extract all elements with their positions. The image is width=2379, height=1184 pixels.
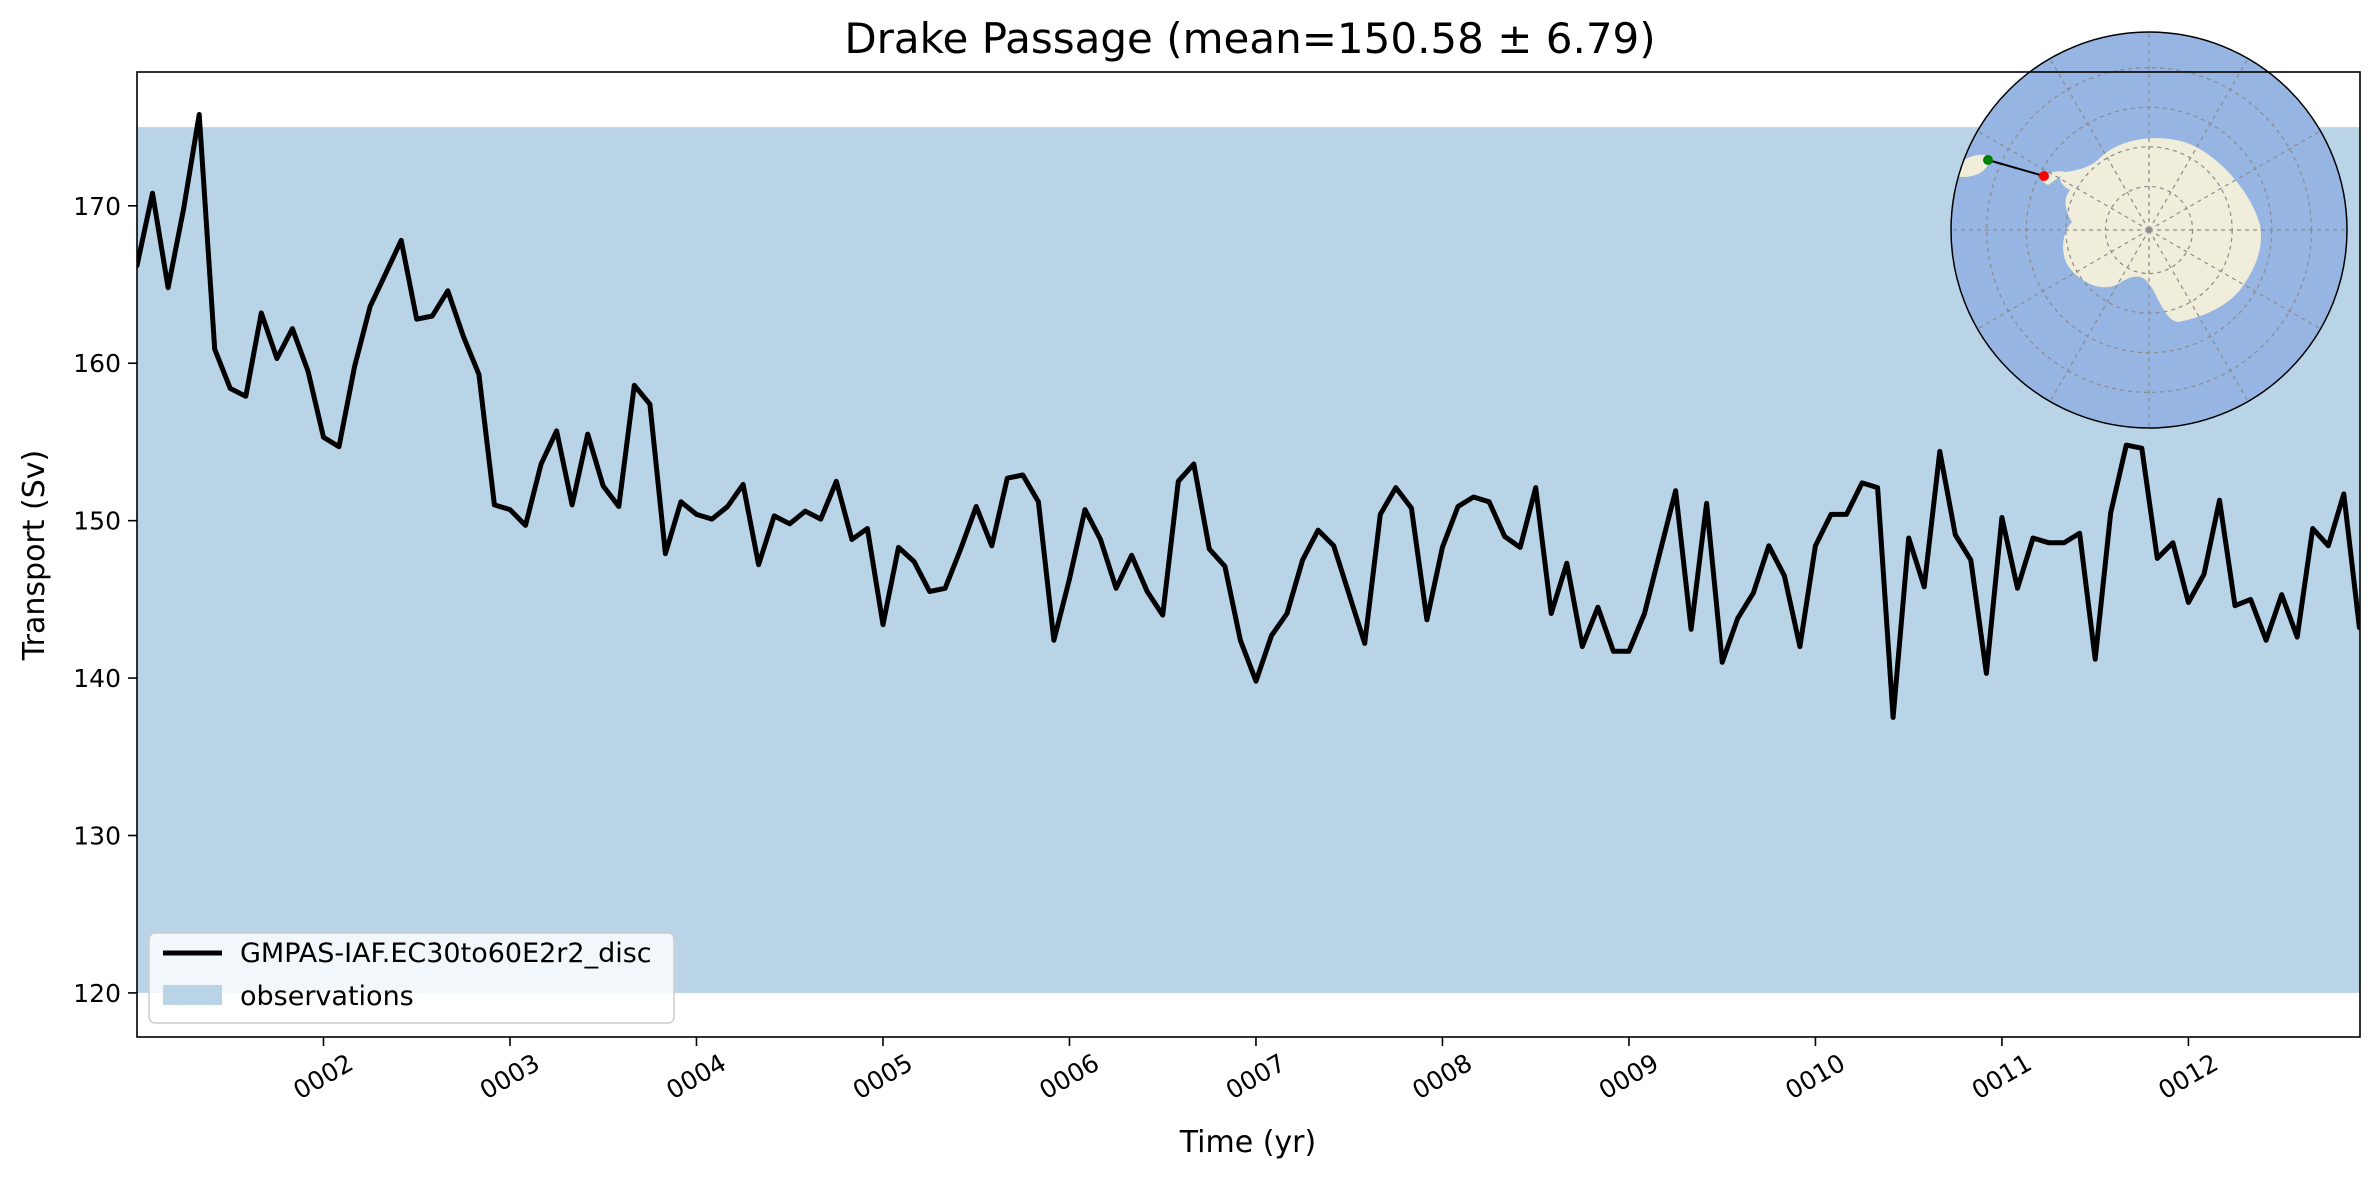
y-tick-label: 140 (73, 664, 121, 693)
chart-title: Drake Passage (mean=150.58 ± 6.79) (844, 14, 1655, 63)
legend-observations-label: observations (240, 981, 414, 1012)
legend-series-label: GMPAS-IAF.EC30to60E2r2_disc (240, 938, 652, 969)
y-axis-label: Transport (Sv) (17, 450, 52, 662)
legend-observations-swatch (163, 985, 222, 1005)
y-tick-label: 160 (73, 349, 121, 378)
inset-map (1951, 32, 2347, 428)
map-section-start-point (1983, 155, 1993, 165)
y-tick-label: 120 (73, 979, 121, 1008)
y-tick-label: 150 (73, 507, 121, 536)
legend: GMPAS-IAF.EC30to60E2r2_disc observations (149, 933, 674, 1023)
x-axis-label: Time (yr) (1179, 1125, 1316, 1160)
y-tick-label: 130 (73, 821, 121, 850)
map-section-end-point (2039, 171, 2049, 181)
y-tick-label: 170 (73, 192, 121, 221)
